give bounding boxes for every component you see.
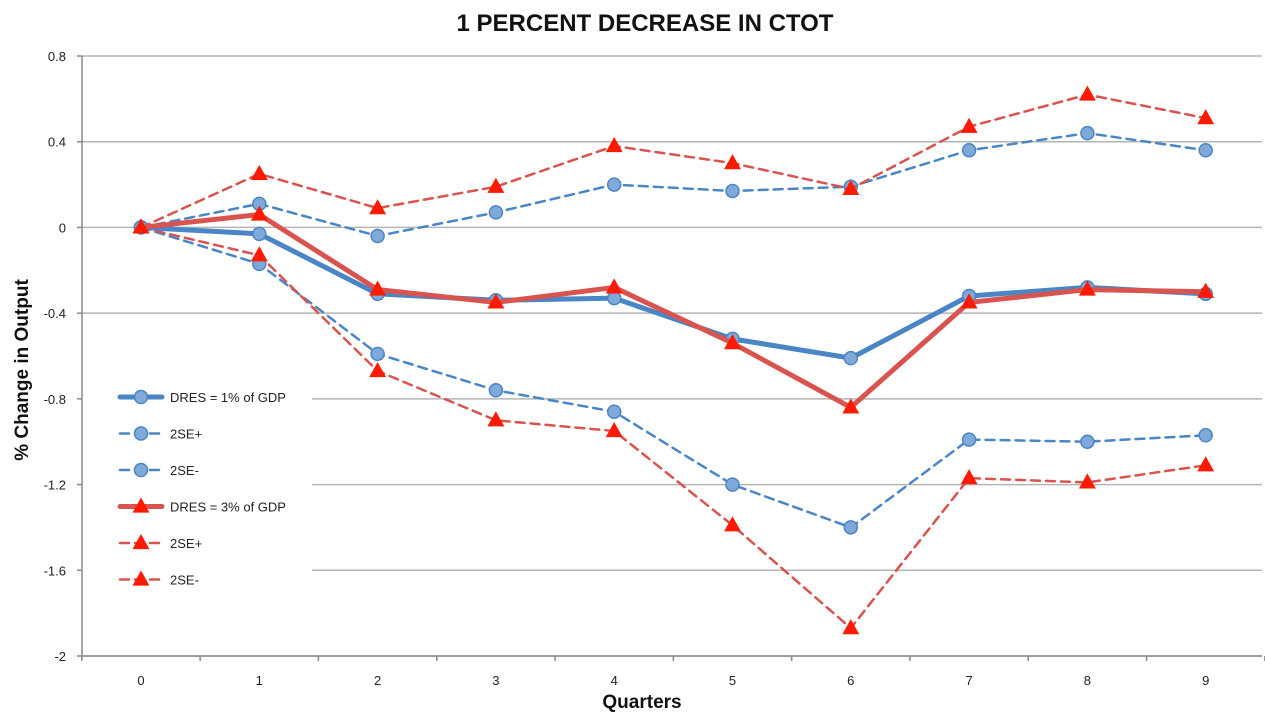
- data-point: [369, 280, 387, 296]
- data-point: [370, 228, 385, 244]
- data-point: [250, 246, 268, 262]
- x-axis-title: Quarters: [602, 692, 681, 713]
- legend-marker: [133, 389, 149, 405]
- legend-label: 2SE-: [170, 573, 199, 588]
- x-tick-label: 3: [492, 673, 499, 688]
- legend: DRES = 1% of GDP 2SE+ 2SE- DRES = 3% of GDP…: [117, 389, 286, 588]
- x-tick-label: 9: [1202, 673, 1209, 688]
- series-line: [138, 224, 1209, 361]
- legend-label: 2SE-: [170, 463, 199, 478]
- data-point: [1197, 456, 1215, 472]
- series-line: [139, 226, 1207, 630]
- data-point: [1080, 125, 1095, 141]
- series-line: [138, 212, 1209, 410]
- data-point: [369, 199, 387, 215]
- series-line: [139, 226, 1207, 529]
- data-point: [1197, 282, 1215, 298]
- legend-label: 2SE+: [170, 427, 202, 442]
- series-4: [132, 85, 1215, 234]
- data-point: [842, 398, 860, 414]
- data-point: [960, 117, 978, 133]
- data-point: [488, 383, 504, 398]
- data-point: [606, 290, 622, 306]
- data-point: [842, 179, 860, 195]
- x-tick-label: 2: [374, 673, 381, 688]
- legend-label: 2SE+: [170, 536, 202, 551]
- data-point: [605, 278, 623, 294]
- y-tick-label: -1.2: [44, 478, 66, 493]
- legend-label: DRES = 1% of GDP: [170, 390, 286, 405]
- y-tick-label: -0.4: [44, 306, 66, 321]
- data-point: [132, 218, 150, 234]
- x-tick-label: 0: [137, 673, 144, 688]
- y-tick-label: -0.8: [44, 392, 66, 407]
- series-line: [139, 93, 1207, 229]
- series-group: [132, 85, 1215, 635]
- data-point: [843, 520, 859, 535]
- data-point: [1078, 280, 1096, 296]
- series-3: [132, 205, 1215, 414]
- data-point: [370, 346, 385, 362]
- legend-marker: [132, 570, 150, 586]
- legend-marker: [132, 533, 150, 550]
- data-point: [843, 350, 859, 366]
- x-tick-label: 1: [256, 673, 263, 688]
- chart-title: 1 PERCENT DECREASE IN CTOT: [457, 10, 834, 37]
- data-point: [605, 421, 623, 438]
- axes: 0.8 0.4 0 -0.4 -0.8 -1.2 -1.6 -2 0 1 2 3 4 5 6 7 8 9: [44, 49, 1265, 688]
- data-point: [1078, 473, 1096, 489]
- y-axis-title: % Change in Output: [12, 279, 33, 461]
- x-tick-label: 8: [1084, 673, 1091, 688]
- data-point: [487, 177, 505, 193]
- x-tick-label: 4: [611, 673, 618, 688]
- data-point: [487, 293, 505, 309]
- data-point: [725, 477, 740, 492]
- series-line: [139, 131, 1207, 238]
- data-point: [250, 205, 268, 221]
- x-tick-label: 6: [847, 673, 854, 688]
- y-tick-label: 0.4: [48, 135, 66, 150]
- y-tick-label: 0.8: [48, 49, 66, 64]
- data-point: [960, 293, 978, 309]
- data-point: [606, 404, 622, 419]
- gridlines: [82, 55, 1262, 657]
- x-tick-label: 7: [965, 673, 972, 688]
- data-point: [606, 177, 622, 192]
- data-point: [1078, 85, 1096, 101]
- legend-marker: [133, 426, 149, 441]
- data-point: [1198, 143, 1213, 158]
- x-tick-label: 5: [729, 673, 736, 688]
- data-point: [961, 432, 977, 447]
- series-2: [133, 220, 1213, 535]
- data-point: [842, 619, 860, 635]
- y-tick-label: -1.6: [44, 563, 66, 578]
- data-point: [1198, 428, 1213, 443]
- legend-marker: [133, 462, 149, 478]
- data-point: [724, 516, 741, 532]
- data-point: [724, 334, 741, 350]
- data-point: [250, 164, 268, 180]
- data-point: [605, 136, 623, 153]
- legend-label: DRES = 3% of GDP: [170, 500, 286, 515]
- data-point: [725, 183, 740, 199]
- data-point: [724, 154, 741, 170]
- data-point: [1080, 434, 1095, 449]
- data-point: [1197, 109, 1215, 125]
- data-point: [961, 143, 977, 158]
- data-point: [960, 469, 978, 485]
- y-tick-label: -2: [54, 649, 66, 664]
- data-point: [252, 226, 267, 242]
- data-point: [488, 205, 504, 220]
- data-point: [369, 361, 387, 378]
- data-point: [487, 411, 505, 427]
- legend-marker: [132, 497, 150, 513]
- y-tick-label: 0: [59, 220, 66, 235]
- series-5: [132, 218, 1215, 635]
